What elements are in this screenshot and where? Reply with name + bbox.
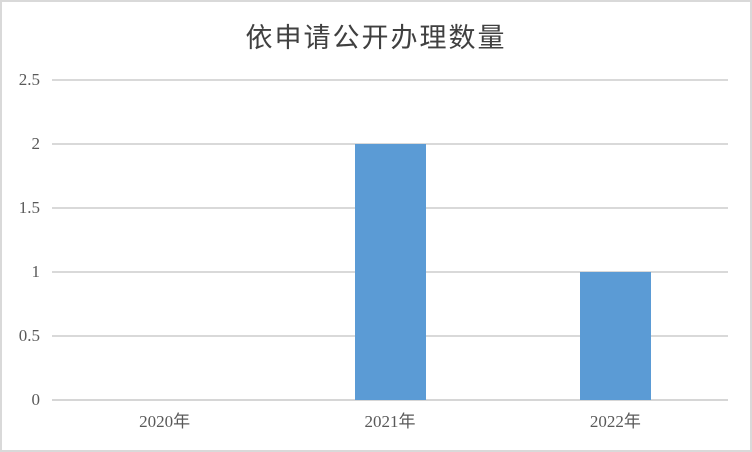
- bar: [579, 272, 651, 400]
- y-axis-tick-label: 1.5: [18, 198, 40, 217]
- y-axis-tick-label: 0.5: [18, 326, 40, 345]
- plot-area: [52, 79, 728, 401]
- y-axis-tick-label: 0: [31, 390, 41, 409]
- gridline: [52, 79, 728, 81]
- bar: [354, 144, 426, 400]
- x-axis-line: [52, 399, 728, 401]
- x-axis-category-label: 2021年: [364, 412, 416, 431]
- y-axis-tick-label: 1: [31, 262, 41, 281]
- x-axis-category-label: 2020年: [139, 412, 191, 431]
- chart-title: 依申请公开办理数量: [245, 23, 507, 53]
- y-axis-tick-label: 2.5: [18, 70, 40, 89]
- y-axis-tick-label: 2: [31, 134, 41, 153]
- x-axis-category-label: 2022年: [589, 412, 641, 431]
